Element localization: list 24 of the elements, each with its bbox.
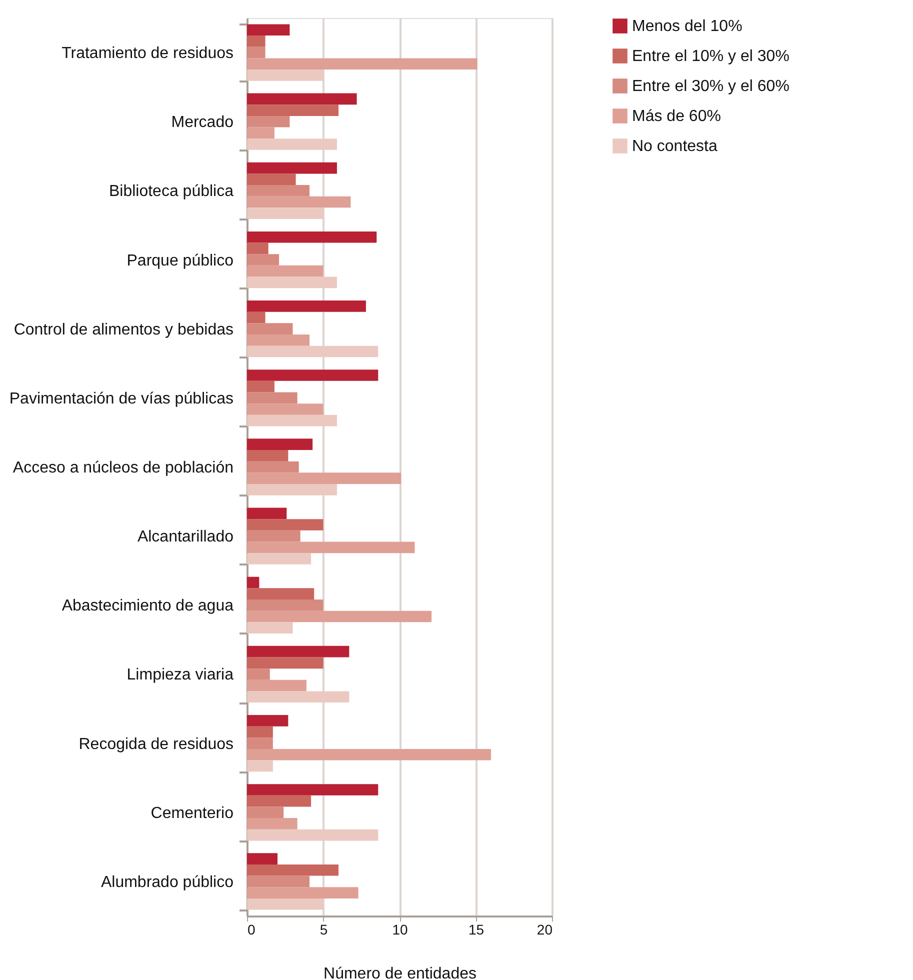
x-tick-label: 10: [392, 922, 408, 938]
x-tick-label: 15: [468, 922, 484, 938]
legend-label: Entre el 30% y el 60%: [632, 78, 790, 95]
x-tick-label: 20: [536, 922, 553, 938]
y-tick-label: Cementerio: [150, 804, 234, 822]
y-tick-label: Tratamiento de residuos: [62, 45, 234, 62]
x-tick-label: 0: [248, 922, 256, 938]
legend-label: Más de 60%: [632, 108, 721, 125]
y-tick-label: Limpieza viaria: [126, 666, 234, 684]
y-tick-label: Acceso a núcleos de población: [12, 460, 234, 476]
x-tick-label: 5: [320, 922, 328, 938]
y-tick-label: Alcantarillado: [137, 528, 234, 546]
y-tick-label: Abastecimiento de agua: [62, 598, 234, 615]
y-tick-label: Alumbrado público: [100, 874, 234, 891]
legend-label: No contesta: [632, 138, 718, 155]
x-axis-title: Número de entidades: [324, 966, 476, 980]
y-tick-label: Biblioteca pública: [108, 183, 234, 200]
y-tick-label: Recogida de residuos: [78, 736, 234, 753]
y-tick-label: Mercado: [171, 114, 234, 132]
y-tick-label: Pavimentación de vías públicas: [9, 390, 234, 408]
legend-label: Menos del 10%: [632, 18, 742, 35]
legend-label: Entre el 10% y el 30%: [632, 48, 790, 65]
y-tick-label: Parque público: [126, 252, 234, 270]
y-tick-label: Control de alimentos y bebidas: [14, 321, 234, 338]
